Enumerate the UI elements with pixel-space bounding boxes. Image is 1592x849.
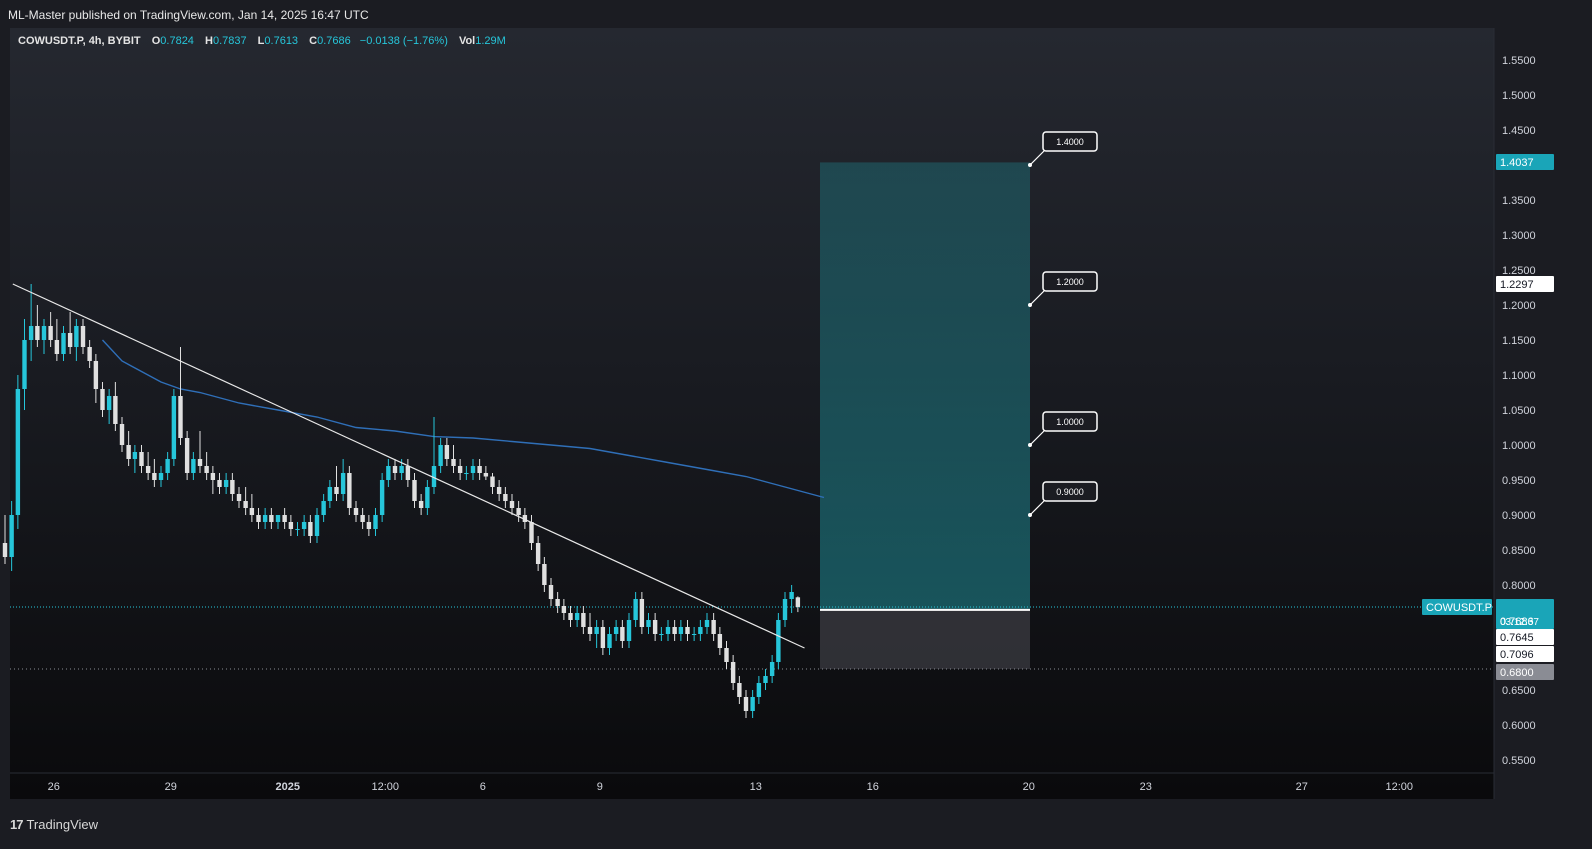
- brand-name: TradingView: [26, 817, 99, 832]
- close-value: 0.7686: [317, 35, 351, 47]
- currency-button[interactable]: USDT: [1510, 31, 1570, 57]
- publisher-note: ML-Master published on TradingView.com, …: [8, 8, 369, 22]
- candle-body: [2, 543, 8, 557]
- volume-label: Vol: [458, 35, 476, 47]
- high-value: 0.7837: [212, 35, 247, 47]
- bottom-bar: [0, 799, 1592, 849]
- change-value: −0.0138 (−1.76%): [359, 35, 448, 47]
- symbol-title[interactable]: COWUSDT.P, 4h, BYBIT: [18, 35, 141, 47]
- symbol-legend: COWUSDT.P, 4h, BYBIT O0.7824 H0.7837 L0.…: [18, 35, 506, 47]
- volume-value: 1.29M: [475, 35, 506, 47]
- low-label: L: [257, 35, 265, 47]
- tradingview-brand[interactable]: 17 TradingView: [10, 817, 98, 832]
- top-bar: ML-Master published on TradingView.com, …: [0, 0, 1592, 28]
- close-label: C: [309, 35, 318, 47]
- tradingview-logo-icon: 17: [10, 817, 24, 832]
- chart-panel[interactable]: [10, 28, 1517, 799]
- high-label: H: [205, 35, 213, 47]
- open-label: O: [151, 35, 161, 47]
- low-value: 0.7613: [264, 35, 299, 47]
- open-value: 0.7824: [160, 35, 194, 47]
- candle: [2, 515, 8, 564]
